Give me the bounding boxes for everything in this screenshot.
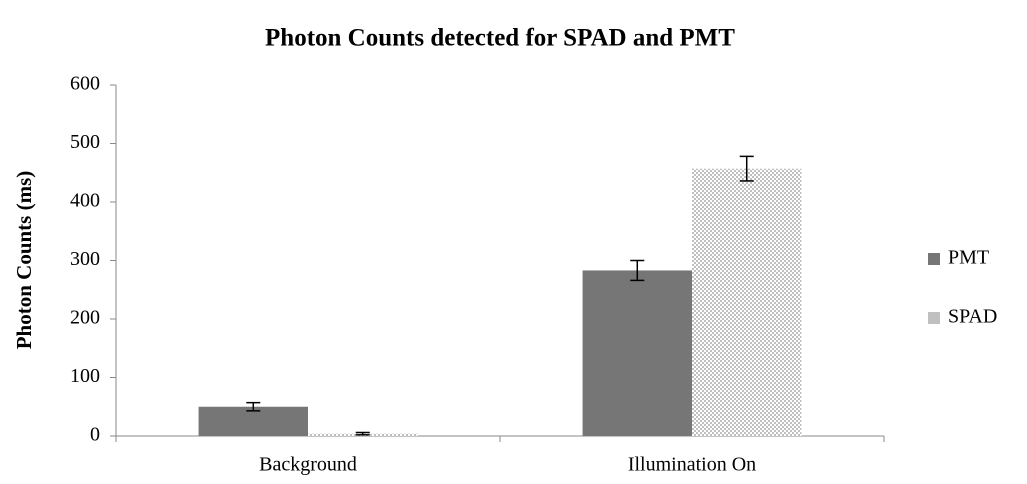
y-tick-label: 300 [70, 248, 100, 270]
y-tick-label: 200 [70, 307, 100, 329]
error-bar [739, 155, 754, 182]
error-bar [246, 401, 261, 412]
y-tick-label: 100 [70, 365, 100, 387]
legend-label: PMT [948, 247, 989, 269]
bar [582, 270, 692, 436]
x-tick-label: Background [259, 454, 357, 476]
error-bar [630, 259, 645, 282]
legend-swatch [928, 312, 940, 324]
x-tick-label: Illumination On [628, 454, 756, 476]
bar [198, 406, 308, 436]
y-tick-label: 600 [70, 73, 100, 95]
bar [692, 168, 802, 436]
y-tick-label: 0 [90, 424, 100, 446]
y-axis-label: Photon Counts (ms) [12, 171, 36, 350]
legend-swatch [928, 253, 940, 265]
y-tick-label: 500 [70, 131, 100, 153]
legend-label: SPAD [948, 306, 997, 328]
error-bar [355, 431, 370, 436]
chart-title: Photon Counts detected for SPAD and PMT [265, 25, 735, 52]
y-tick-label: 400 [70, 190, 100, 212]
